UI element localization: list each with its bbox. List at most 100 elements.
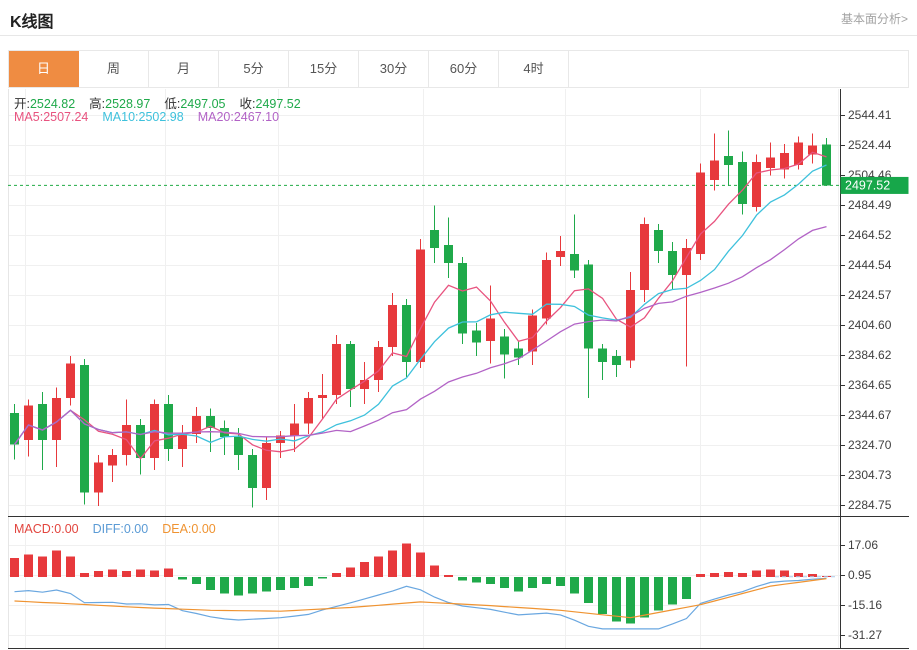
ma-readout: MA5:2507.24 MA10:2502.98 MA20:2467.10	[14, 110, 293, 124]
ma10-line	[13, 164, 827, 445]
fundamental-analysis-link[interactable]: 基本面分析>	[840, 12, 908, 26]
candle	[360, 379, 369, 389]
candle	[66, 363, 75, 398]
candle	[108, 455, 117, 466]
price-tick-label: 2364.65	[848, 378, 892, 392]
candle	[248, 455, 257, 489]
header: K线图 基本面分析>	[0, 0, 917, 36]
period-tab-3[interactable]: 5分	[219, 51, 289, 87]
last-price-tag: 2497.52	[840, 176, 909, 194]
candle	[500, 336, 509, 355]
candles	[10, 130, 831, 508]
readout-item: 开:2524.82	[14, 97, 76, 111]
price-tick-label: 2444.54	[848, 258, 892, 272]
candle	[458, 262, 467, 334]
price-tick-label: 2324.70	[848, 438, 892, 452]
candle	[654, 229, 663, 251]
price-tick-label: 2344.67	[848, 408, 892, 422]
price-tick-label: 2404.60	[848, 318, 892, 332]
candle	[374, 346, 383, 380]
candle	[164, 403, 173, 450]
svg-text:2497.52: 2497.52	[845, 178, 890, 192]
candle	[136, 425, 145, 459]
candle	[52, 397, 61, 441]
candle	[234, 437, 243, 456]
dea-line	[14, 578, 827, 619]
candle	[682, 247, 691, 275]
readout-item: MACD:0.00	[14, 522, 79, 536]
candle	[724, 156, 733, 166]
candle	[80, 364, 89, 493]
candle	[402, 304, 411, 362]
candle	[710, 160, 719, 181]
candle	[388, 304, 397, 347]
period-tab-2[interactable]: 月	[149, 51, 219, 87]
candle	[472, 330, 481, 343]
price-tick-label: 2424.57	[848, 288, 892, 302]
readout-item: DIFF:0.00	[92, 522, 149, 536]
candle	[514, 348, 523, 358]
readout-item: MA5:2507.24	[14, 110, 89, 124]
period-tab-1[interactable]: 周	[79, 51, 149, 87]
price-tick-label: 2544.41	[848, 108, 892, 122]
candle	[766, 157, 775, 169]
ma20-line	[13, 225, 827, 445]
candle	[318, 394, 327, 398]
candle	[332, 343, 341, 395]
price-tick-label: 2384.62	[848, 348, 892, 362]
candle	[794, 142, 803, 166]
candle	[24, 405, 33, 441]
price-tick-label: 2524.44	[848, 138, 892, 152]
candle	[780, 153, 789, 170]
price-tick-label: 2284.75	[848, 498, 892, 512]
price-tick-label: 2304.73	[848, 468, 892, 482]
macd-tick-label: -31.27	[848, 628, 882, 642]
candle	[528, 315, 537, 352]
macd-tick-label: -15.16	[848, 598, 882, 612]
candle	[542, 259, 551, 319]
period-tab-5[interactable]: 30分	[359, 51, 429, 87]
period-tab-6[interactable]: 60分	[429, 51, 499, 87]
candle	[752, 162, 761, 208]
candle	[206, 416, 215, 429]
candle	[626, 289, 635, 361]
readout-item: MA20:2467.10	[197, 110, 280, 124]
ohlc-readout: 开:2524.82 高:2528.97 低:2497.05 收:2497.52	[14, 93, 315, 112]
candle	[430, 229, 439, 248]
candle	[640, 223, 649, 290]
candle	[598, 348, 607, 362]
candle	[822, 144, 831, 186]
candle	[192, 416, 201, 435]
ma5-line	[13, 151, 827, 460]
price-tick-label: 2484.49	[848, 198, 892, 212]
period-tabs: 日周月 5分 15分 30分 60分 4时	[8, 50, 909, 88]
period-tab-7[interactable]: 4时	[499, 51, 569, 87]
period-tab-4[interactable]: 15分	[289, 51, 359, 87]
candle	[612, 355, 621, 365]
macd-readout: MACD:0.00 DIFF:0.00 DEA:0.00	[14, 522, 230, 536]
page-title: K线图	[10, 14, 54, 31]
candle	[738, 162, 747, 205]
candle	[178, 434, 187, 450]
candle	[290, 423, 299, 436]
candle	[696, 172, 705, 254]
candle	[416, 249, 425, 362]
candle	[10, 413, 19, 445]
candle	[556, 250, 565, 257]
readout-item: DEA:0.00	[162, 522, 216, 536]
readout-item: MA10:2502.98	[102, 110, 184, 124]
price-tick-label: 2464.52	[848, 228, 892, 242]
macd-histogram	[10, 543, 831, 624]
candle	[94, 462, 103, 493]
period-tab-0[interactable]: 日	[9, 51, 79, 87]
readout-item: 低:2497.05	[164, 97, 226, 111]
candle	[668, 250, 677, 275]
candle	[38, 403, 47, 441]
diff-line	[14, 577, 827, 630]
readout-item: 高:2528.97	[89, 97, 151, 111]
macd-tick-label: 0.95	[848, 568, 872, 582]
candle	[304, 397, 313, 424]
candle	[486, 318, 495, 341]
